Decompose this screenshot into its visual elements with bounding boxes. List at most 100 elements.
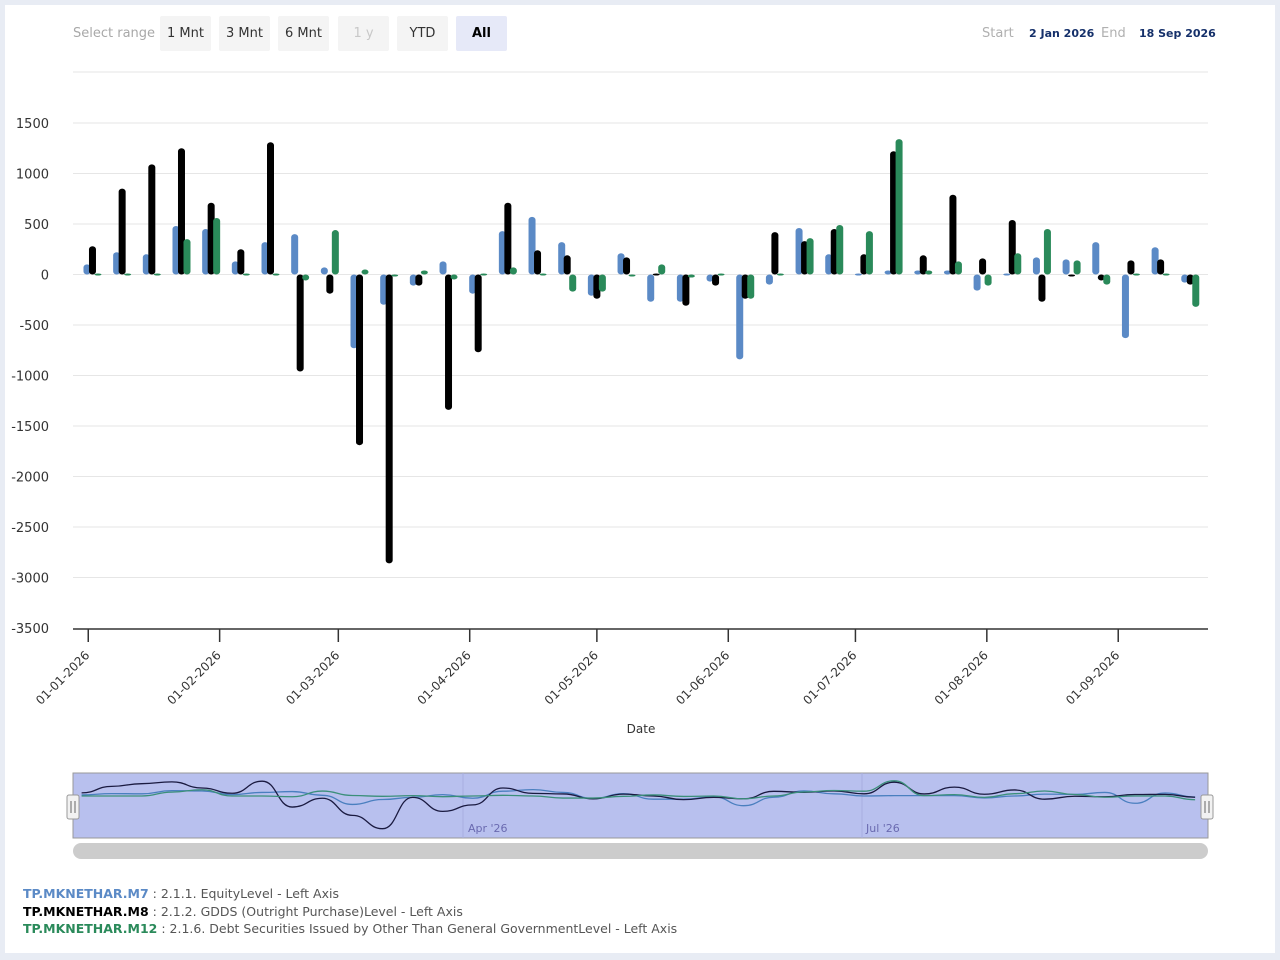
bar-TP.MKNETHAR.M7-2026-03-20[interactable] [409,274,417,286]
bar-TP.MKNETHAR.M7-2026-03-06[interactable] [350,274,358,349]
range-button-ytd[interactable]: YTD [397,16,448,51]
bar-TP.MKNETHAR.M8-2026-06-26[interactable] [830,229,838,275]
bar-TP.MKNETHAR.M12-2026-08-07[interactable] [1014,253,1022,275]
range-button-1-year[interactable]: 1 y [338,16,389,51]
bar-TP.MKNETHAR.M12-2026-06-12[interactable] [776,273,784,276]
bar-TP.MKNETHAR.M12-2026-05-29[interactable] [717,273,725,276]
bar-TP.MKNETHAR.M7-2026-01-02[interactable] [83,264,91,275]
bar-TP.MKNETHAR.M12-2026-06-05[interactable] [747,274,755,299]
navigator-scrollbar[interactable] [73,843,1208,859]
bar-TP.MKNETHAR.M8-2026-07-31[interactable] [979,258,987,275]
bar-TP.MKNETHAR.M8-2026-08-21[interactable] [1068,274,1076,277]
bar-TP.MKNETHAR.M7-2026-05-08[interactable] [617,253,625,275]
bar-TP.MKNETHAR.M12-2026-09-18[interactable] [1192,274,1200,307]
bar-TP.MKNETHAR.M12-2026-07-24[interactable] [954,261,962,275]
navigator-selected-range[interactable] [72,772,1209,839]
bar-TP.MKNETHAR.M12-2026-05-01[interactable] [598,274,606,292]
bar-TP.MKNETHAR.M7-2026-03-27[interactable] [439,261,447,275]
bar-TP.MKNETHAR.M12-2026-01-30[interactable] [213,217,221,275]
bar-TP.MKNETHAR.M7-2026-02-13[interactable] [261,242,269,275]
bar-TP.MKNETHAR.M8-2026-07-17[interactable] [919,255,927,275]
navigator[interactable]: Apr '26 Jul '26 [66,772,1214,839]
bar-TP.MKNETHAR.M8-2026-07-24[interactable] [949,194,957,275]
range-button-3-months[interactable]: 3 Mnt [219,16,270,51]
legend-item-m8[interactable]: TP.MKNETHAR.M8 : 2.1.2. GDDS (Outright P… [23,903,677,921]
bar-TP.MKNETHAR.M8-2026-05-01[interactable] [593,274,601,299]
bar-TP.MKNETHAR.M12-2026-04-03[interactable] [480,273,488,276]
bar-TP.MKNETHAR.M7-2026-08-14[interactable] [1032,257,1040,275]
bar-TP.MKNETHAR.M12-2026-06-26[interactable] [836,225,844,275]
bar-TP.MKNETHAR.M7-2026-02-27[interactable] [320,267,328,275]
bar-TP.MKNETHAR.M7-2026-01-30[interactable] [202,229,210,275]
bar-TP.MKNETHAR.M12-2026-01-02[interactable] [94,273,102,276]
bar-TP.MKNETHAR.M12-2026-09-11[interactable] [1162,273,1170,276]
bar-TP.MKNETHAR.M7-2026-07-10[interactable] [884,270,892,275]
bar-TP.MKNETHAR.M8-2026-02-13[interactable] [267,142,274,275]
bar-TP.MKNETHAR.M8-2026-09-04[interactable] [1127,260,1135,275]
bar-TP.MKNETHAR.M12-2026-04-17[interactable] [539,273,547,276]
bar-TP.MKNETHAR.M7-2026-04-03[interactable] [469,274,477,294]
bar-TP.MKNETHAR.M7-2026-05-29[interactable] [706,274,714,282]
bar-TP.MKNETHAR.M8-2026-02-20[interactable] [296,274,304,372]
bar-TP.MKNETHAR.M8-2026-08-14[interactable] [1038,274,1046,302]
bar-TP.MKNETHAR.M8-2026-05-22[interactable] [682,274,690,306]
bar-TP.MKNETHAR.M12-2026-01-16[interactable] [153,273,161,276]
bar-TP.MKNETHAR.M12-2026-07-03[interactable] [865,231,873,275]
bar-TP.MKNETHAR.M8-2026-05-29[interactable] [712,274,720,286]
bar-TP.MKNETHAR.M12-2026-07-17[interactable] [925,270,933,275]
bar-TP.MKNETHAR.M7-2026-06-19[interactable] [795,228,803,275]
bar-TP.MKNETHAR.M8-2026-01-02[interactable] [88,246,96,275]
bar-TP.MKNETHAR.M8-2026-01-23[interactable] [177,148,185,275]
bar-TP.MKNETHAR.M7-2026-02-20[interactable] [291,234,299,275]
bar-TP.MKNETHAR.M7-2026-01-16[interactable] [142,254,150,275]
bar-TP.MKNETHAR.M7-2026-01-23[interactable] [172,226,180,275]
bar-TP.MKNETHAR.M12-2026-04-10[interactable] [509,267,517,275]
navigator-right-handle[interactable] [1200,794,1214,820]
bar-TP.MKNETHAR.M8-2026-03-06[interactable] [356,274,364,446]
bar-TP.MKNETHAR.M12-2026-01-23[interactable] [183,239,191,275]
bar-TP.MKNETHAR.M7-2026-09-04[interactable] [1121,274,1129,339]
range-button-all[interactable]: All [456,16,507,51]
bar-TP.MKNETHAR.M12-2026-09-04[interactable] [1132,273,1140,276]
bar-TP.MKNETHAR.M12-2026-07-31[interactable] [984,274,992,286]
bar-TP.MKNETHAR.M7-2026-05-01[interactable] [587,274,595,296]
end-date-input[interactable]: 18 Sep 2026 [1139,27,1216,40]
bar-TP.MKNETHAR.M8-2026-03-20[interactable] [415,274,423,286]
bar-TP.MKNETHAR.M7-2026-08-21[interactable] [1062,259,1070,275]
bar-TP.MKNETHAR.M8-2026-05-08[interactable] [623,257,631,275]
bar-TP.MKNETHAR.M7-2026-04-17[interactable] [528,216,536,275]
bar-TP.MKNETHAR.M8-2026-04-17[interactable] [534,250,542,275]
bar-TP.MKNETHAR.M8-2026-02-27[interactable] [326,274,334,294]
bar-TP.MKNETHAR.M8-2026-06-19[interactable] [801,241,809,275]
range-button-6-months[interactable]: 6 Mnt [278,16,329,51]
bar-TP.MKNETHAR.M12-2026-03-27[interactable] [450,274,458,280]
bar-TP.MKNETHAR.M8-2026-01-16[interactable] [148,164,156,275]
bar-TP.MKNETHAR.M7-2026-04-10[interactable] [498,231,506,275]
navigator-left-handle[interactable] [66,794,80,820]
bar-TP.MKNETHAR.M8-2026-09-11[interactable] [1157,259,1165,275]
bar-TP.MKNETHAR.M7-2026-03-13[interactable] [380,274,388,305]
bar-TP.MKNETHAR.M8-2026-02-06[interactable] [237,249,245,275]
bar-TP.MKNETHAR.M12-2026-05-08[interactable] [628,274,636,277]
bar-TP.MKNETHAR.M12-2026-06-19[interactable] [806,238,814,275]
bar-TP.MKNETHAR.M7-2026-07-03[interactable] [854,273,862,276]
bar-TP.MKNETHAR.M12-2026-08-14[interactable] [1043,229,1051,275]
legend-item-m12[interactable]: TP.MKNETHAR.M12 : 2.1.6. Debt Securities… [23,920,677,938]
bar-TP.MKNETHAR.M12-2026-03-20[interactable] [420,270,428,275]
bar-TP.MKNETHAR.M8-2026-05-15[interactable] [652,273,660,276]
bar-TP.MKNETHAR.M8-2026-07-03[interactable] [860,254,868,275]
bar-TP.MKNETHAR.M8-2026-06-05[interactable] [741,274,749,299]
bar-TP.MKNETHAR.M12-2026-07-10[interactable] [895,139,903,275]
bar-TP.MKNETHAR.M12-2026-05-22[interactable] [687,274,695,278]
bar-TP.MKNETHAR.M12-2026-02-27[interactable] [331,230,339,275]
bar-TP.MKNETHAR.M8-2026-03-13[interactable] [385,274,393,564]
bar-TP.MKNETHAR.M7-2026-08-28[interactable] [1092,242,1100,275]
bar-TP.MKNETHAR.M8-2026-01-30[interactable] [207,202,215,275]
bar-TP.MKNETHAR.M12-2026-01-09[interactable] [124,273,132,276]
bar-TP.MKNETHAR.M12-2026-03-06[interactable] [361,269,369,275]
bar-TP.MKNETHAR.M7-2026-09-11[interactable] [1151,247,1159,275]
bar-TP.MKNETHAR.M8-2026-07-10[interactable] [890,151,898,275]
bar-TP.MKNETHAR.M12-2026-05-15[interactable] [658,264,666,275]
bar-TP.MKNETHAR.M12-2026-02-20[interactable] [302,274,310,281]
bar-TP.MKNETHAR.M12-2026-02-13[interactable] [272,273,280,276]
